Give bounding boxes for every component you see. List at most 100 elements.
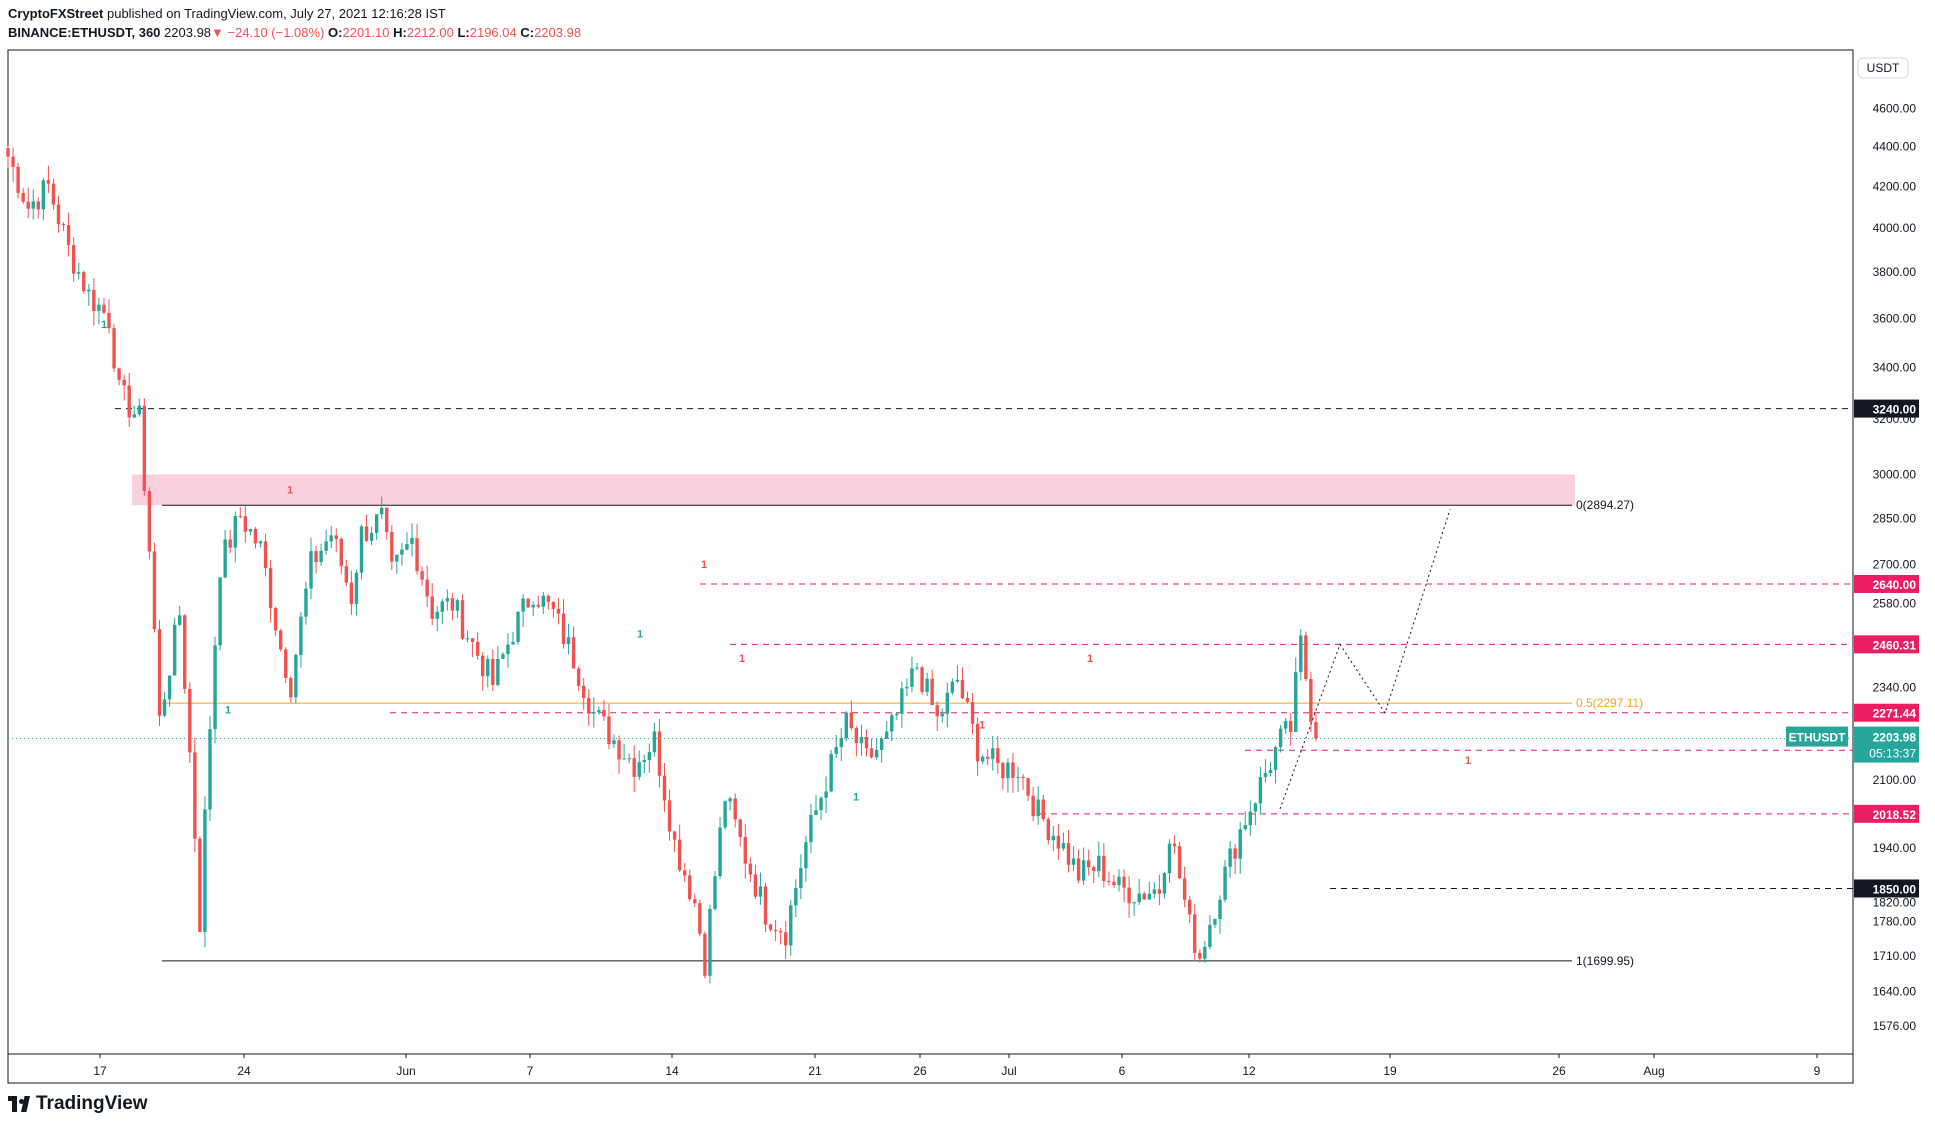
publisher-name: CryptoFXStreet	[8, 6, 104, 21]
candle-body	[1087, 860, 1091, 868]
candle-body	[758, 886, 763, 897]
candle	[395, 554, 399, 574]
candle-body	[839, 738, 843, 748]
tradingview-logo[interactable]: TradingView	[8, 1093, 148, 1115]
candle	[410, 523, 414, 557]
candle-body	[203, 809, 207, 932]
candle-body	[455, 600, 460, 611]
candle-body	[748, 863, 753, 875]
candle-body	[965, 698, 970, 702]
candle-body	[66, 225, 71, 246]
candle	[561, 599, 566, 649]
x-tick-label: 7	[527, 1064, 534, 1078]
candle-body	[1016, 776, 1020, 778]
candle	[309, 537, 313, 599]
candle-body	[92, 289, 96, 312]
candle-body	[1041, 799, 1045, 820]
ohlc-bar: BINANCE:ETHUSDT, 360 2203.98▼ −24.10 (−1…	[8, 25, 581, 40]
candle	[400, 542, 404, 566]
candle	[536, 595, 540, 609]
candle-body	[582, 685, 586, 699]
candle	[1132, 901, 1136, 917]
candle-body	[238, 516, 242, 518]
candle-body	[844, 712, 848, 739]
candle-body	[223, 539, 227, 578]
x-tick-label: Jul	[1001, 1064, 1016, 1078]
candle-body	[1117, 876, 1121, 886]
candle	[955, 665, 960, 683]
candle	[1233, 844, 1237, 875]
candle	[294, 653, 298, 704]
candle	[935, 701, 939, 731]
open-value: 2201.10	[342, 25, 390, 40]
candle-body	[1294, 672, 1298, 733]
candle	[829, 749, 833, 793]
candle-body	[597, 710, 601, 713]
candle	[334, 528, 338, 553]
candle-body	[506, 644, 510, 655]
candle-body	[859, 736, 864, 744]
candle-body	[1112, 881, 1116, 886]
td-count-marker: 1	[1087, 653, 1093, 665]
candle-body	[879, 738, 884, 750]
level-badge	[1854, 635, 1919, 654]
symbol-badge	[1786, 726, 1848, 747]
candle	[178, 605, 182, 627]
fib-label: 0.5(2297.11)	[1576, 696, 1643, 710]
low-value: 2196.04	[469, 25, 517, 40]
candle	[728, 796, 732, 811]
candle	[854, 726, 859, 757]
close-label: C:	[520, 25, 535, 40]
td-count-marker: 1	[637, 629, 643, 641]
candle-body	[82, 272, 86, 292]
candle	[71, 237, 76, 282]
candle-body	[940, 713, 944, 717]
symbol-label: BINANCE:ETHUSDT, 360	[8, 25, 161, 40]
candle	[1177, 841, 1182, 880]
y-tick-label: 1640.00	[1873, 985, 1917, 999]
candle	[612, 734, 616, 748]
candle-body	[339, 538, 343, 567]
candle	[87, 283, 91, 306]
candle	[425, 565, 429, 608]
candle-body	[253, 528, 258, 544]
candle	[996, 736, 1000, 774]
candle-body	[450, 598, 455, 611]
y-tick-label: 1940.00	[1873, 841, 1917, 855]
candle-body	[1238, 829, 1242, 859]
candle	[1243, 811, 1247, 832]
candle	[369, 526, 374, 546]
candle-body	[1102, 855, 1106, 881]
candle	[950, 678, 955, 695]
candle	[157, 620, 162, 726]
candle	[1046, 816, 1050, 845]
candle-body	[1122, 876, 1126, 888]
candle-body	[925, 678, 929, 692]
candle-body	[551, 601, 556, 609]
candle-body	[824, 791, 828, 798]
candle	[183, 613, 187, 694]
candle	[1218, 895, 1222, 934]
candle-body	[708, 909, 712, 976]
candle-body	[400, 549, 404, 555]
candle-body	[703, 933, 707, 976]
candle-body	[294, 654, 298, 698]
candle-body	[789, 905, 793, 946]
candle-body	[16, 166, 20, 193]
down-triangle-icon: ▼	[211, 25, 224, 40]
candle	[415, 523, 419, 575]
candle-body	[425, 579, 429, 597]
candle-body	[51, 183, 56, 205]
candle	[1152, 882, 1157, 899]
candle	[773, 919, 778, 942]
level-badge-label: 1850.00	[1873, 882, 1917, 896]
candle-body	[1304, 635, 1308, 679]
candle-body	[672, 831, 677, 840]
candle-body	[905, 686, 909, 689]
candle	[385, 507, 389, 540]
candle-body	[955, 679, 960, 682]
candle-body	[950, 681, 955, 693]
candle	[289, 676, 293, 703]
candle	[677, 824, 682, 873]
